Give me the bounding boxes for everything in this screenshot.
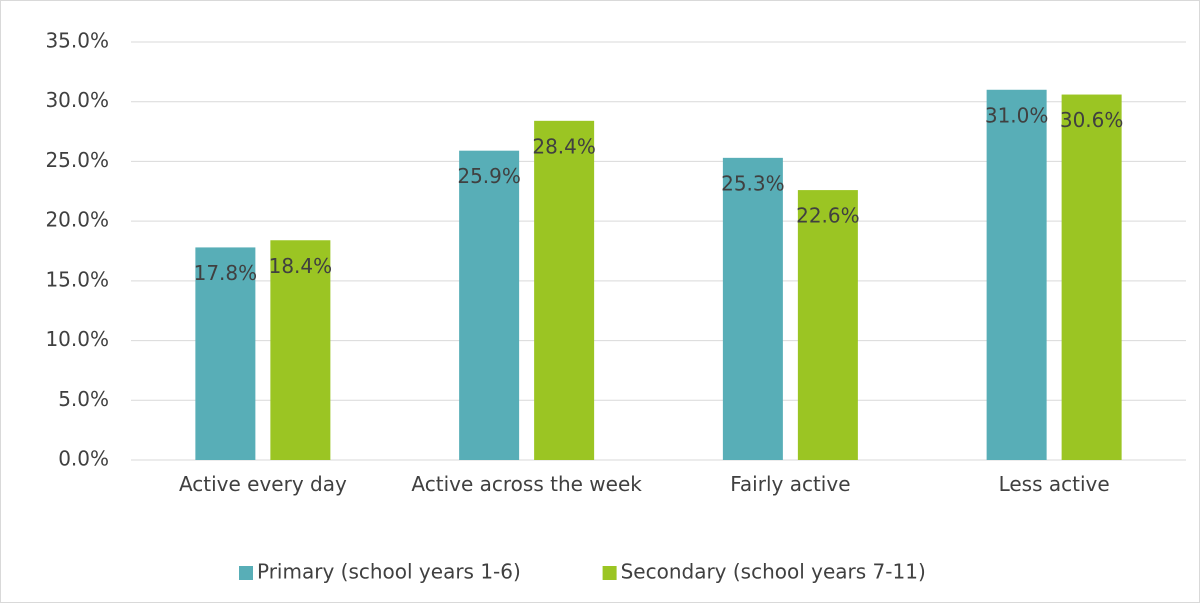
y-tick-label: 15.0% — [45, 267, 109, 291]
legend-label: Secondary (school years 7-11) — [621, 560, 926, 584]
bar — [459, 150, 520, 460]
bar — [195, 247, 256, 460]
legend-label: Primary (school years 1-6) — [257, 560, 521, 584]
legend-swatch — [602, 566, 617, 580]
legend-swatch — [239, 566, 253, 580]
y-tick-label: 10.0% — [45, 327, 109, 351]
bar — [797, 190, 858, 460]
y-tick-label: 5.0% — [58, 387, 109, 411]
data-label: 31.0% — [985, 103, 1049, 127]
data-label: 25.9% — [457, 164, 521, 188]
bar — [986, 89, 1047, 461]
bar — [270, 240, 331, 460]
data-label: 28.4% — [532, 134, 596, 158]
bar — [722, 157, 783, 461]
data-label: 22.6% — [796, 204, 860, 228]
bar — [534, 120, 595, 460]
x-tick-label: Fairly active — [730, 472, 851, 496]
data-label: 30.6% — [1060, 108, 1124, 132]
y-tick-label: 20.0% — [45, 208, 109, 232]
x-tick-label: Less active — [998, 472, 1110, 496]
data-label: 25.3% — [721, 171, 785, 195]
x-tick-label: Active every day — [178, 472, 347, 496]
y-tick-label: 35.0% — [45, 29, 109, 53]
bar — [1061, 94, 1122, 460]
y-tick-label: 0.0% — [58, 447, 109, 471]
data-label: 18.4% — [269, 254, 333, 278]
x-tick-label: Active across the week — [411, 472, 642, 496]
y-tick-label: 25.0% — [45, 148, 109, 172]
data-label: 17.8% — [194, 261, 258, 285]
y-tick-label: 30.0% — [45, 88, 109, 112]
